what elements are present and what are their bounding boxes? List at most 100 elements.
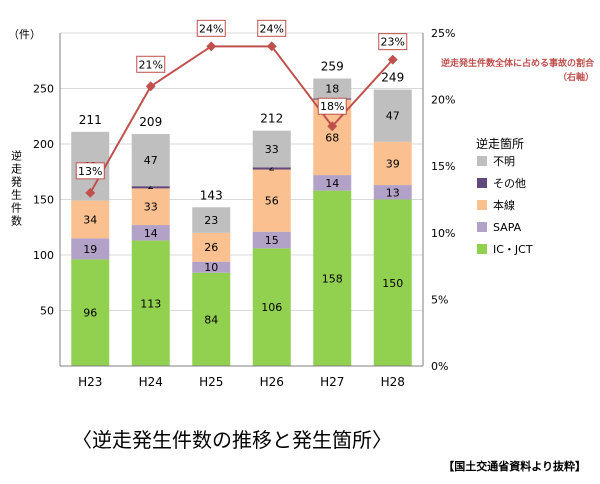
ratio-label: 21%	[139, 58, 163, 71]
y2-tick-label: 10%	[431, 227, 455, 240]
bar-segment	[313, 78, 352, 99]
segment-label: 106	[261, 301, 282, 314]
bar-segment	[252, 169, 291, 232]
bar-segment	[252, 130, 291, 168]
legend-label: 不明	[493, 155, 515, 168]
bar-segment	[313, 175, 352, 191]
segment-label: 18	[325, 83, 339, 96]
bar-segment	[131, 188, 170, 226]
ratio-point	[145, 81, 156, 92]
ratio-label-box	[257, 19, 287, 37]
segment-label: 14	[144, 227, 158, 240]
bar-total-label: 143	[200, 188, 223, 202]
segment-label: 10	[204, 261, 218, 274]
ratio-label: 23%	[381, 36, 405, 49]
y-tick-label: 250	[33, 83, 54, 96]
ratio-series-note: （右軸）	[558, 71, 594, 83]
legend-label: 本線	[493, 198, 515, 212]
x-tick-label: H28	[381, 375, 405, 389]
bar-segment	[131, 240, 170, 366]
ratio-label-box	[136, 55, 166, 73]
bar-segment	[131, 134, 170, 187]
ratio-label: 13%	[78, 165, 102, 178]
legend-swatch	[477, 222, 487, 232]
y2-tick-label: 25%	[431, 27, 455, 40]
chart-caption: 〈逆走発生件数の推移と発生箇所〉	[72, 428, 392, 452]
segment-label: 84	[204, 313, 218, 326]
bar-segment	[131, 225, 170, 241]
ratio-label-box	[196, 19, 226, 37]
bar-segment	[313, 190, 352, 366]
chart: 9619346221111314332472098410262314310615…	[8, 19, 595, 389]
ratio-label: 18%	[320, 100, 344, 113]
bar-segment	[252, 248, 291, 366]
bar-segment	[373, 89, 412, 142]
segment-label: 13	[386, 186, 400, 199]
y2-tick-label: 20%	[431, 94, 455, 107]
bar-segment	[71, 200, 110, 239]
legend-swatch	[477, 200, 487, 210]
ratio-label-box	[317, 97, 347, 115]
bar-segment	[131, 186, 170, 189]
bar-segment	[192, 261, 231, 273]
segment-label: 2	[148, 181, 154, 192]
bar-total-label: 249	[381, 71, 404, 85]
bar-total-label: 212	[260, 112, 283, 126]
bar-segment	[373, 199, 412, 366]
legend-title: 逆走箇所	[476, 136, 524, 151]
legend-swatch	[477, 178, 487, 188]
x-tick-label: H24	[139, 375, 163, 389]
legend-label: IC・JCT	[493, 243, 533, 256]
y2-tick-label: 0%	[431, 360, 448, 373]
bar-total-label: 209	[139, 115, 162, 129]
ratio-point	[85, 187, 96, 198]
bar-total-label: 211	[79, 113, 102, 127]
segment-label: 14	[325, 177, 339, 190]
segment-label: 150	[382, 277, 403, 290]
segment-label: 56	[265, 195, 279, 208]
x-tick-label: H23	[78, 375, 102, 389]
bar-segment	[252, 167, 291, 170]
legend-label: その他	[493, 177, 526, 190]
bar-segment	[192, 207, 231, 233]
segment-label: 19	[83, 243, 97, 256]
y-tick-label: 100	[33, 249, 54, 262]
x-tick-label: H27	[320, 375, 344, 389]
source-note: 【国土交通省資料より抜粋】	[443, 460, 586, 473]
segment-label: 113	[140, 297, 161, 310]
segment-label: 96	[83, 307, 97, 320]
y-unit-label: （件）	[8, 28, 41, 41]
x-tick-label: H26	[260, 375, 284, 389]
axes: 50 100 150 200 250 0% 5% 10% 15% 20% 25% （件） 逆走発生件数 H…	[8, 27, 455, 389]
ratio-point	[206, 41, 217, 52]
ratio-label: 24%	[260, 22, 284, 35]
bar-segment	[192, 232, 231, 262]
x-tick-label: H25	[199, 375, 223, 389]
bar-segment	[373, 141, 412, 186]
ratio-line	[89, 45, 394, 194]
segment-label: 34	[83, 213, 97, 226]
segment-label: 2	[269, 162, 275, 173]
segment-label: 23	[204, 214, 218, 227]
ratio-label-box	[75, 162, 105, 180]
bar-segment	[71, 238, 110, 260]
accident-ratio-line: 13% 21% 24% 24% 18% 23% 逆走発生件数全体に占める事故の割合 （右軸）	[75, 19, 595, 198]
legend-swatch	[477, 244, 487, 254]
bars: 9619346221111314332472098410262314310615…	[71, 60, 412, 366]
segment-label: 68	[325, 131, 339, 144]
bar-segment	[373, 185, 412, 200]
ratio-label-box	[378, 33, 408, 51]
ratio-label: 24%	[199, 22, 223, 35]
ratio-series-name: 逆走発生件数全体に占める事故の割合	[441, 57, 595, 69]
bar-total-label: 259	[321, 60, 344, 74]
segment-label: 33	[265, 143, 279, 156]
legend-swatch	[477, 156, 487, 166]
y2-tick-label: 15%	[431, 160, 455, 173]
segment-label: 47	[144, 154, 158, 167]
segment-label: 33	[144, 201, 158, 214]
segment-label: 47	[386, 110, 400, 123]
y2-tick-label: 5%	[431, 293, 448, 306]
grid	[60, 32, 423, 311]
segment-label: 26	[204, 241, 218, 254]
